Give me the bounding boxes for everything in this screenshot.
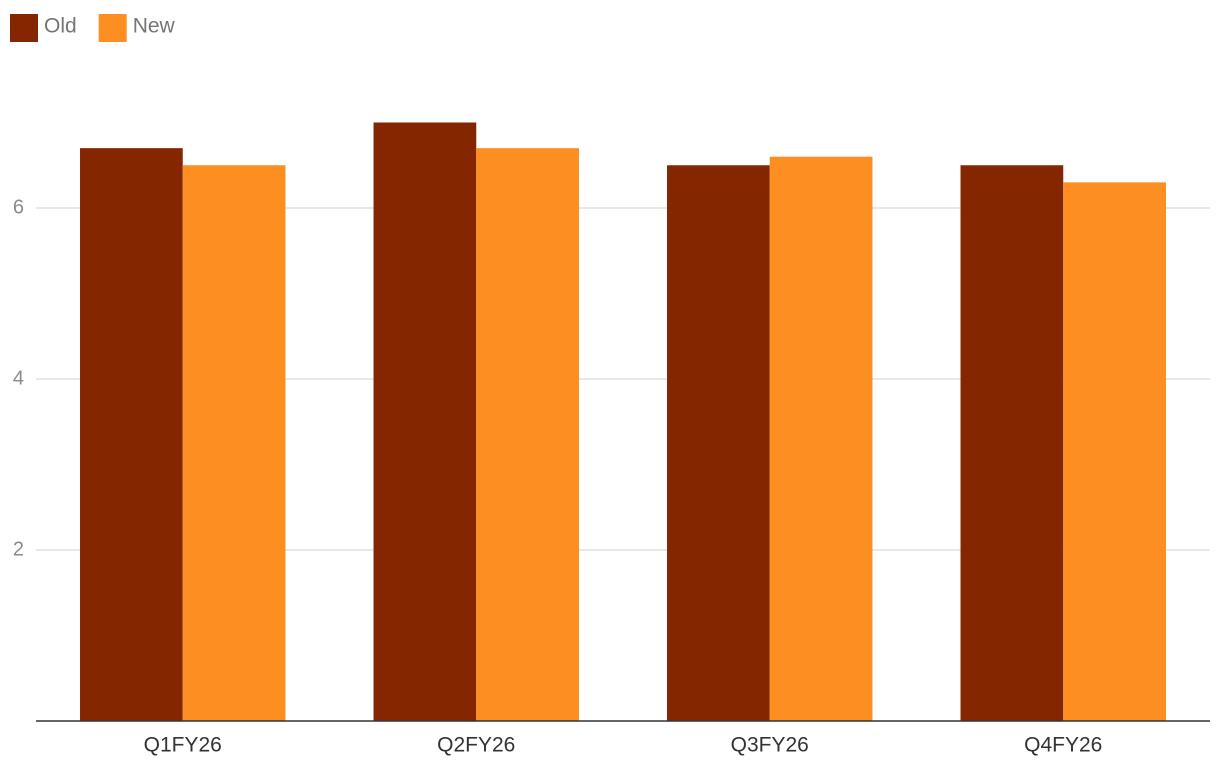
bar [960,165,1064,721]
bar [769,156,873,721]
legend-label: Old [44,15,77,38]
bar [182,165,286,721]
x-tick-label: Q3FY26 [731,734,809,757]
bar [667,165,770,721]
bar [80,148,183,721]
x-tick-label: Q1FY26 [144,734,222,757]
y-tick-label: 4 [13,367,24,389]
legend-swatch [10,14,38,42]
x-tick-label: Q4FY26 [1024,734,1102,757]
bar [1063,182,1166,722]
x-tick-label: Q2FY26 [437,734,515,757]
legend-swatch [98,14,127,42]
y-tick-label: 6 [13,196,24,218]
legend-label: New [133,15,176,38]
y-tick-label: 2 [13,538,24,560]
bar [476,148,579,721]
bar [373,122,477,721]
